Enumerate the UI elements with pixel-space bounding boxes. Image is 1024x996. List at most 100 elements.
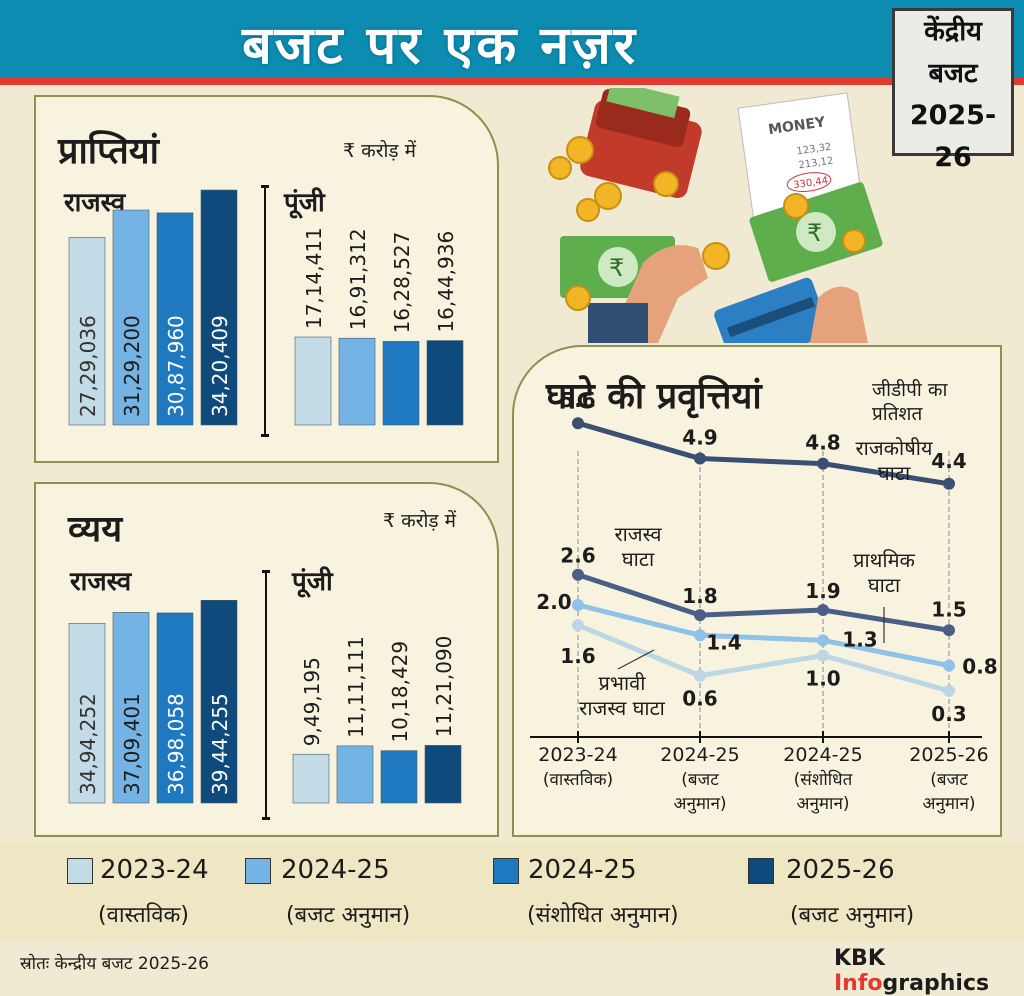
bar-value-label: 16,91,312 (346, 228, 370, 330)
data-label: 4.9 (682, 426, 717, 450)
data-label: 1.9 (805, 579, 840, 603)
bar (380, 750, 418, 804)
bar (336, 745, 374, 804)
x-tick-label: (वास्तविक) (543, 769, 613, 790)
bar-value-label: 27,29,036 (76, 315, 100, 417)
bar (424, 745, 462, 804)
legend-swatch (748, 858, 774, 884)
banknote-icon: ₹ (749, 182, 883, 282)
bar-value-label: 11,11,111 (344, 636, 368, 738)
bar (200, 599, 238, 804)
bar-value-label: 34,20,409 (208, 315, 232, 417)
header-band (0, 0, 1024, 85)
legend-sub: (बजट अनुमान) (790, 903, 915, 928)
receipt-line: 123,32 (796, 142, 832, 158)
legend-sub: (बजट अनुमान) (286, 903, 411, 928)
legend-swatch (67, 858, 93, 884)
data-point (694, 609, 706, 622)
x-tick-label: (बजट (681, 770, 719, 790)
bar-value-label: 10,18,429 (388, 641, 412, 743)
data-point (572, 568, 584, 581)
bar-value-label: 16,44,936 (434, 231, 458, 333)
bar (294, 336, 332, 426)
x-tick-label: (बजट (930, 770, 968, 790)
data-point (694, 669, 706, 682)
data-label: 4.4 (931, 449, 966, 473)
data-label: 2.6 (560, 544, 595, 568)
data-label: 1.8 (682, 584, 717, 608)
bar (68, 623, 106, 804)
legend-year: 2023-24 (100, 855, 209, 885)
x-tick-label: 2023-24 (538, 744, 617, 766)
bar (156, 612, 194, 804)
bar-charts: 27,29,036 31,29,200 30,87,960 34,20,409 17,1… (68, 189, 464, 804)
data-label: 0.6 (682, 687, 717, 711)
x-tick-label: 2024-25 (660, 744, 739, 766)
receipts-divider (261, 185, 269, 437)
series-name-label: राजकोषीय (855, 436, 932, 460)
series-name-label: घाटा (878, 461, 911, 485)
badge-line-3: 2025-26 (909, 100, 997, 173)
bar-value-label: 31,29,200 (120, 315, 144, 417)
source-note: स्रोतः केन्द्रीय बजट 2025-26 (20, 954, 209, 974)
credit-card-icon (714, 277, 830, 343)
data-point (943, 659, 955, 672)
deficit-line-chart: 2023-24 (वास्तविक) 2024-25 (बजट अनुमान) 2024-… (530, 388, 998, 814)
wallet-icon (580, 88, 702, 199)
budget-badge: केंद्रीय बजट 2025-26 (892, 8, 1014, 173)
receipts-title: प्राप्तियां (58, 131, 159, 172)
series-name-label: घाटा (622, 547, 655, 571)
data-label: 1.6 (560, 644, 595, 668)
data-label: 2.0 (536, 590, 571, 614)
data-point (943, 624, 955, 637)
data-label: 1.0 (805, 667, 840, 691)
x-tick-label: अनुमान) (673, 794, 726, 814)
hand-icon (588, 245, 708, 343)
data-label: 1.3 (842, 627, 877, 651)
data-point (572, 599, 584, 611)
bar-value-label: 30,87,960 (164, 315, 188, 417)
series-name-label: घाटा (868, 573, 901, 597)
bar (382, 341, 420, 426)
receipt-line: 213,12 (798, 156, 834, 172)
expenditure-title: व्यय (68, 509, 123, 550)
bar (112, 612, 150, 804)
x-tick-label: अनुमान) (922, 794, 975, 814)
expenditure-capital-label: पूंजी (292, 567, 333, 597)
legend-year: 2024-25 (281, 855, 390, 885)
badge-line-2: बजट (928, 58, 978, 89)
data-point (817, 604, 829, 617)
brand-logo: KBK Infographics (834, 946, 990, 996)
series-line (577, 602, 950, 669)
deficit-title: घाटे की प्रवृत्तियां (546, 376, 762, 417)
data-label: 1.5 (931, 597, 966, 621)
hand-icon (810, 286, 868, 343)
deficit-unit: जीडीपी का प्रतिशत (872, 379, 948, 425)
legend-swatch (493, 858, 519, 884)
bar-value-label: 37,09,401 (120, 693, 144, 795)
data-point (943, 477, 955, 490)
badge-line-1: केंद्रीय (924, 16, 982, 47)
expenditure-unit: ₹ करोड़ में (383, 510, 456, 532)
data-point (694, 452, 706, 465)
expenditure-revenue-label: राजस्व (70, 567, 132, 597)
bar (426, 340, 464, 426)
x-tick-label: 2024-25 (783, 744, 862, 766)
legend-year: 2025-26 (786, 855, 895, 885)
data-label: 0.3 (931, 702, 966, 726)
legend-sub: (संशोधित अनुमान) (527, 903, 679, 928)
data-point (817, 457, 829, 470)
receipt-total: 330,44 (793, 175, 829, 191)
bar (292, 753, 330, 804)
series-line (577, 420, 950, 487)
series-name-label: प्राथमिक (853, 548, 915, 572)
receipts-unit: ₹ करोड़ में (343, 140, 416, 162)
bar-value-label: 16,28,527 (390, 232, 414, 334)
expenditure-divider (262, 570, 270, 820)
data-point (572, 417, 584, 430)
rupee-icon: ₹ (807, 219, 822, 247)
data-label: 5.6 (560, 388, 595, 412)
money-illustration: MONEY 123,32 213,12 330,44 ₹ ₹ (548, 88, 883, 343)
series-name-label: राजस्व घाटा (579, 696, 666, 720)
data-point (694, 629, 706, 642)
